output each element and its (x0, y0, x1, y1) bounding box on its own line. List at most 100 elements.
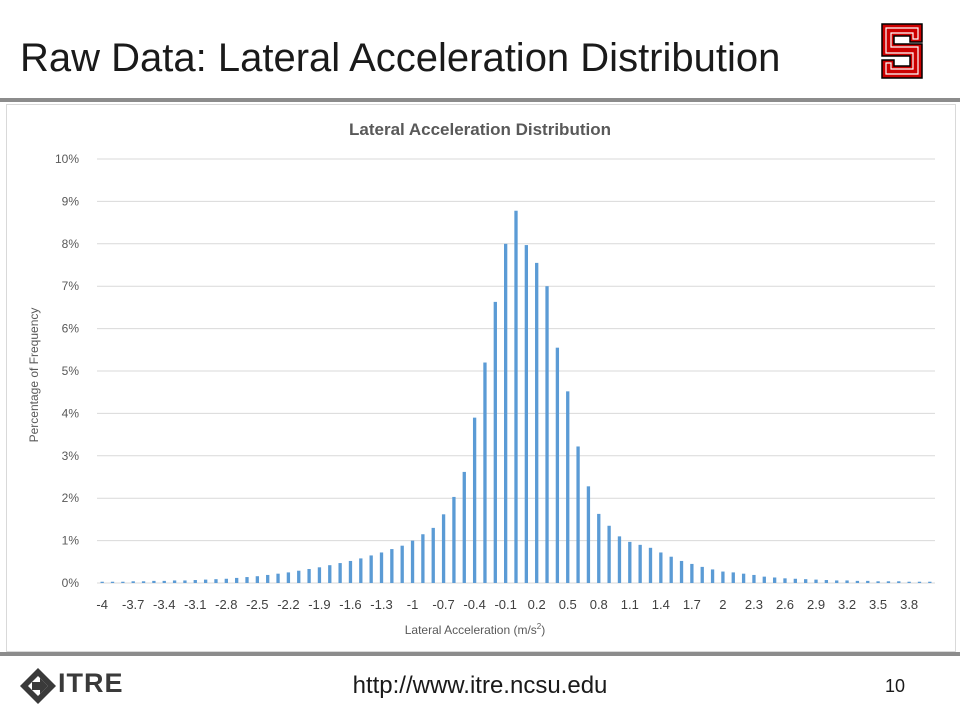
x-tick-label: 2 (719, 597, 726, 612)
x-tick-label: -4 (96, 597, 108, 612)
bar (866, 580, 870, 583)
x-tick-label: 1.7 (683, 597, 701, 612)
bar (276, 573, 280, 583)
bar (131, 581, 135, 583)
x-tick-label: -3.7 (122, 597, 144, 612)
bar (721, 571, 725, 583)
x-tick-label: -0.7 (432, 597, 454, 612)
x-tick-label: -1.6 (339, 597, 361, 612)
bar (917, 581, 922, 583)
y-tick-label: 4% (62, 406, 80, 420)
bar (359, 558, 363, 583)
y-tick-label: 5% (62, 364, 80, 378)
x-tick-label: -1.3 (370, 597, 392, 612)
footer-url[interactable]: http://www.itre.ncsu.edu (352, 672, 608, 699)
bar (410, 540, 415, 583)
y-tick-label: 0% (62, 576, 80, 590)
bar (628, 541, 632, 583)
bar (224, 578, 228, 583)
title-divider (0, 98, 960, 102)
bar (545, 286, 549, 583)
bar (110, 581, 115, 583)
bar (214, 579, 218, 583)
bar (762, 576, 766, 583)
bar (566, 391, 570, 583)
bar (100, 581, 104, 583)
x-tick-label: -1.9 (308, 597, 330, 612)
bar (297, 570, 301, 583)
bar (235, 577, 239, 583)
x-tick-label: -0.4 (463, 597, 485, 612)
bar (390, 549, 394, 583)
bar (731, 572, 735, 583)
bar (172, 580, 177, 583)
bar (121, 581, 125, 583)
x-tick-label: -2.8 (215, 597, 237, 612)
bar (659, 552, 663, 583)
bar (752, 574, 756, 583)
x-tick-label: 3.8 (900, 597, 918, 612)
x-tick-label: 3.2 (838, 597, 856, 612)
bar (597, 513, 601, 583)
bar (152, 580, 156, 583)
bar (493, 301, 497, 583)
bar (441, 514, 446, 583)
bar (669, 556, 673, 583)
slide-title: Raw Data: Lateral Acceleration Distribut… (20, 36, 781, 80)
bar (741, 573, 746, 583)
y-tick-label: 1% (62, 534, 80, 548)
y-tick-label: 8% (62, 237, 80, 251)
bar (835, 580, 839, 583)
bar (586, 486, 591, 583)
x-tick-label: 0.2 (528, 597, 546, 612)
ncstate-logo (881, 23, 923, 79)
bar (576, 446, 580, 583)
x-tick-label: -0.1 (494, 597, 516, 612)
x-tick-label: 0.8 (590, 597, 608, 612)
x-tick-label: -2.5 (246, 597, 268, 612)
bar (503, 243, 508, 584)
bar (400, 545, 404, 583)
bar (524, 245, 529, 583)
bar (772, 577, 777, 583)
y-axis-label: Percentage of Frequency (27, 308, 41, 443)
bar (286, 572, 291, 583)
y-tick-label: 2% (62, 491, 80, 505)
bar (793, 578, 797, 583)
x-tick-label: 1.1 (621, 597, 639, 612)
bar (928, 581, 932, 583)
x-tick-label: 0.5 (559, 597, 577, 612)
page-number: 10 (885, 676, 906, 696)
x-tick-label: -3.1 (184, 597, 206, 612)
bar (907, 581, 911, 583)
bar (897, 581, 901, 583)
x-axis-label: Lateral Acceleration (m/s2) (405, 622, 546, 637)
bar (607, 525, 611, 583)
bar (307, 569, 311, 583)
x-tick-label: 1.4 (652, 597, 670, 612)
bar (245, 577, 249, 583)
bar (483, 362, 487, 583)
bar (462, 471, 466, 583)
bar (421, 534, 425, 583)
x-tick-label: 2.3 (745, 597, 763, 612)
bar (710, 569, 715, 583)
bar (700, 566, 704, 583)
bar (266, 574, 270, 583)
y-tick-label: 3% (62, 449, 80, 463)
bar (452, 496, 456, 583)
bar (876, 581, 880, 583)
bar (535, 262, 539, 583)
bar (141, 581, 146, 583)
bar (431, 527, 435, 583)
bar (193, 580, 197, 583)
y-tick-label: 9% (62, 194, 80, 208)
bar (379, 552, 384, 583)
bars (100, 210, 932, 584)
bar (183, 580, 187, 583)
bar (348, 560, 353, 583)
y-tick-label: 7% (62, 279, 80, 293)
bar (472, 417, 477, 583)
bar (338, 563, 342, 583)
itre-logo-text: ITRE (58, 668, 124, 698)
